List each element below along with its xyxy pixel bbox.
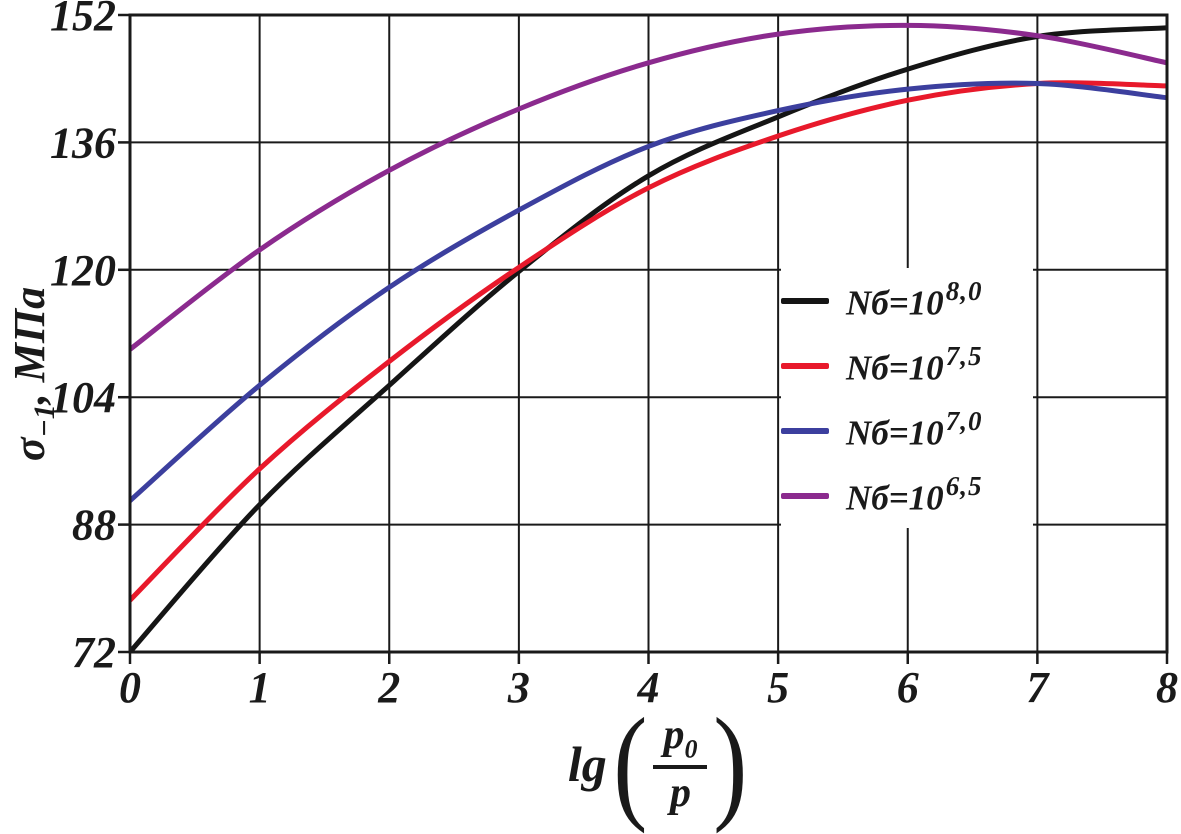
legend-swatch: [781, 427, 829, 434]
legend-swatch: [781, 362, 829, 369]
log-function-label: lg: [567, 736, 607, 792]
x-tick-label: 0: [119, 663, 141, 712]
y-tick-label: 72: [72, 628, 116, 677]
y-tick-label: 152: [50, 0, 116, 40]
y-tick-label: 104: [50, 373, 116, 422]
close-paren: ): [713, 692, 748, 834]
x-tick-label: 3: [507, 663, 530, 712]
y-tick-label: 136: [50, 118, 116, 167]
fraction-numerator: p0: [653, 713, 708, 770]
curve-7-0: [130, 80, 1167, 504]
y-tick-label: 88: [72, 501, 116, 550]
legend-item: Nб=107,0: [781, 398, 1033, 463]
x-tick-label: 2: [377, 663, 400, 712]
x-tick-label: 5: [767, 663, 789, 712]
legend-item: Nб=107,5: [781, 333, 1033, 398]
curve-7-5: [130, 80, 1167, 603]
legend-label: Nб=108,0: [846, 275, 983, 323]
legend-swatch: [781, 492, 829, 499]
curve-8-0: [130, 25, 1167, 652]
legend-item: Nб=108,0: [781, 268, 1033, 333]
legend-label: Nб=107,0: [846, 405, 983, 453]
sigma-subscript: −1: [27, 404, 61, 438]
legend-swatch: [781, 297, 829, 304]
legend: Nб=108,0 Nб=107,5 Nб=107,0 Nб=106,5: [781, 268, 1033, 528]
x-tick-label: 4: [637, 663, 660, 712]
legend-item: Nб=106,5: [781, 463, 1033, 528]
y-axis-title: σ−1, МПа: [0, 174, 62, 574]
x-axis-title: lg ( p0 p ): [470, 692, 850, 834]
y-tick-label: 120: [50, 246, 116, 295]
y-axis-unit: , МПа: [5, 286, 54, 405]
legend-label: Nб=106,5: [846, 470, 983, 518]
x-tick-label: 1: [249, 663, 271, 712]
legend-label: Nб=107,5: [846, 340, 983, 388]
sigma-symbol: σ: [5, 437, 54, 462]
fraction-denominator: p: [669, 770, 691, 817]
curve-6-5: [130, 22, 1167, 352]
x-tick-label: 8: [1156, 663, 1178, 712]
open-paren: (: [613, 692, 648, 834]
x-tick-label: 7: [1026, 663, 1050, 712]
pressure-ratio-fraction: p0 p: [653, 713, 708, 817]
x-tick-label: 6: [897, 663, 919, 712]
